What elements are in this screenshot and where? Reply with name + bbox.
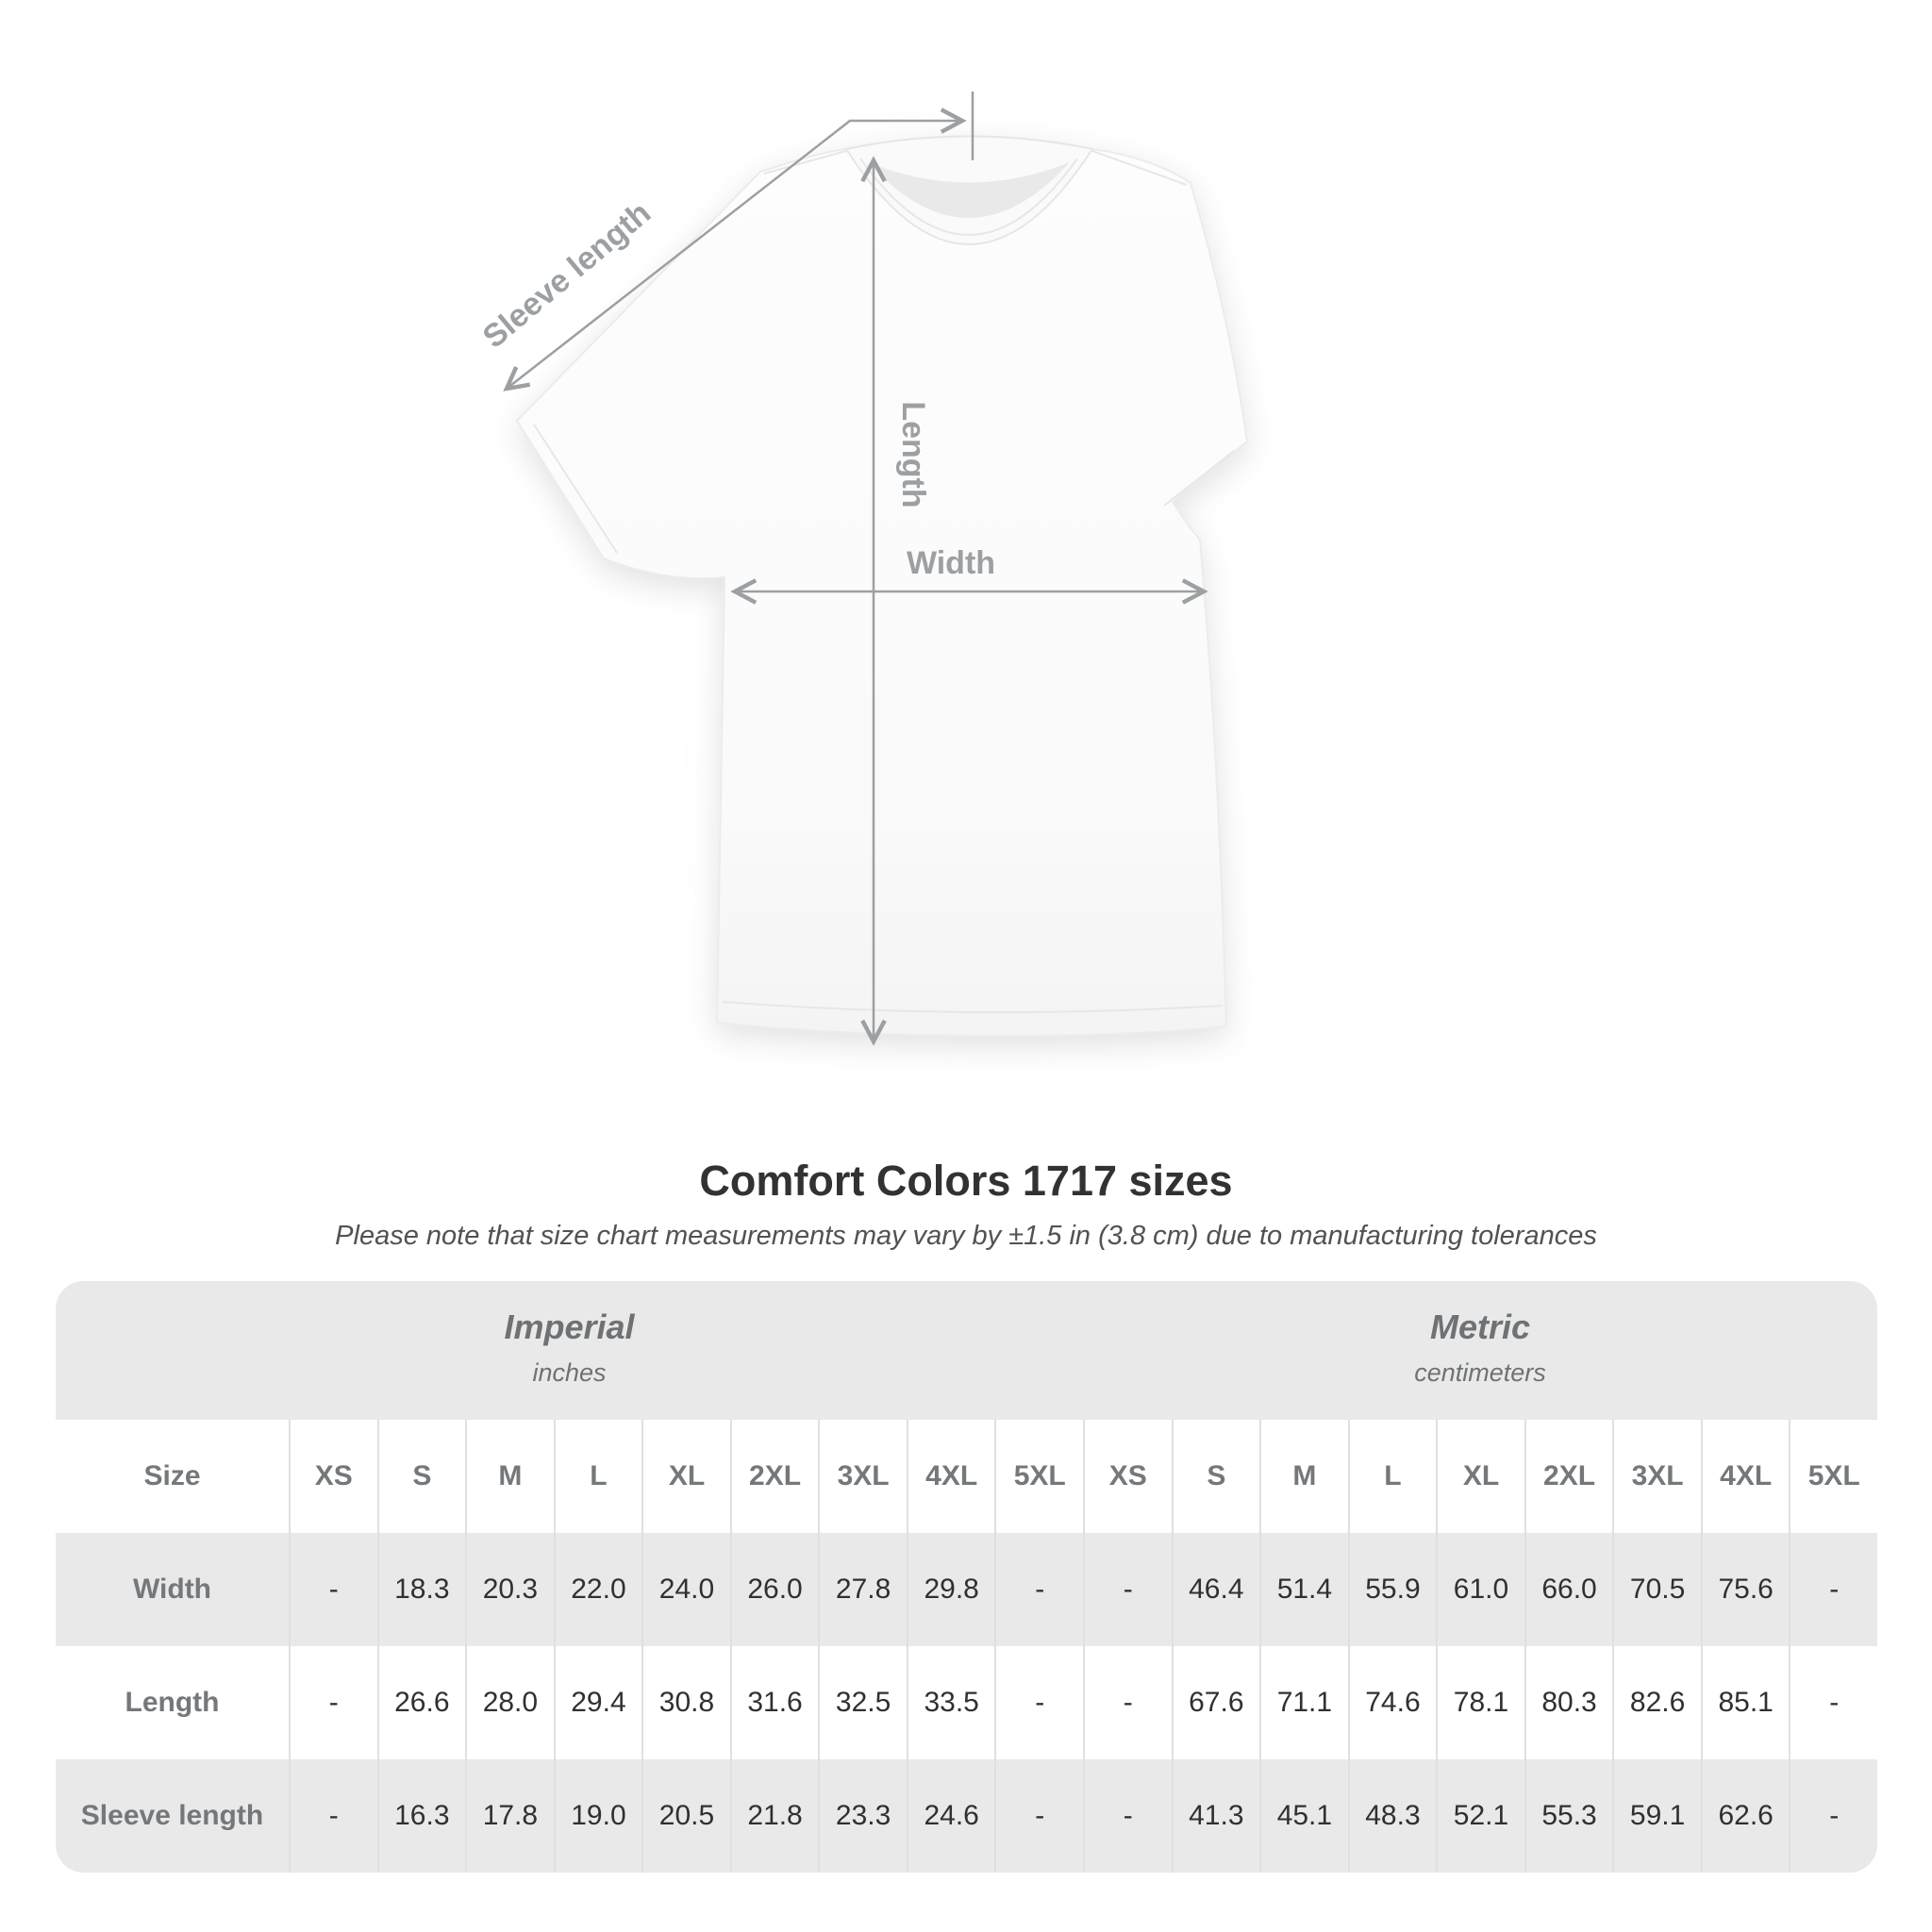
width-value: 70.5: [1612, 1533, 1701, 1646]
width-value: 26.0: [729, 1533, 819, 1646]
length-label: Length: [895, 401, 931, 508]
sleeve-length-value: -: [1789, 1759, 1877, 1873]
width-value: 66.0: [1524, 1533, 1613, 1646]
sleeve-length-value: -: [289, 1759, 377, 1873]
length-value: 82.6: [1612, 1646, 1701, 1759]
imperial-label: Imperial: [504, 1307, 635, 1346]
width-value: 18.3: [376, 1533, 466, 1646]
width-value: 20.3: [465, 1533, 554, 1646]
sleeve-length-value: 24.6: [906, 1759, 995, 1873]
sleeve-length-value: 55.3: [1524, 1759, 1613, 1873]
length-value: 28.0: [465, 1646, 554, 1759]
size-head-metric-m: M: [1259, 1420, 1348, 1533]
length-value: 33.5: [906, 1646, 995, 1759]
width-value: 61.0: [1436, 1533, 1524, 1646]
width-value: 51.4: [1259, 1533, 1348, 1646]
size-head-imperial-5xl: 5XL: [994, 1420, 1083, 1533]
sleeve-length-value: -: [1083, 1759, 1172, 1873]
sleeve-length-arrow: [507, 92, 974, 389]
length-value: -: [1083, 1646, 1172, 1759]
sleeve-length-value: 59.1: [1612, 1759, 1701, 1873]
size-head-imperial-xl: XL: [641, 1420, 730, 1533]
length-value: -: [1789, 1646, 1877, 1759]
size-head-metric-s: S: [1171, 1420, 1260, 1533]
size-head-imperial-xs: XS: [289, 1420, 377, 1533]
size-head-metric-4xl: 4XL: [1700, 1420, 1790, 1533]
size-table: Imperial inches Metric centimeters Size …: [56, 1281, 1877, 1873]
sleeve-length-value: 52.1: [1436, 1759, 1524, 1873]
sleeve-length-value: 20.5: [641, 1759, 730, 1873]
sleeve-length-value: 16.3: [376, 1759, 466, 1873]
size-head-imperial-2xl: 2XL: [729, 1420, 819, 1533]
imperial-sublabel: inches: [532, 1358, 607, 1387]
tshirt-measurement-diagram: Sleeve length Length Width: [476, 92, 1249, 1179]
length-value: 85.1: [1700, 1646, 1790, 1759]
sleeve-length-value: 45.1: [1259, 1759, 1348, 1873]
page-title: Comfort Colors 1717 sizes: [699, 1157, 1233, 1205]
length-value: 26.6: [376, 1646, 466, 1759]
size-head-imperial-4xl: 4XL: [906, 1420, 995, 1533]
size-column-header: Size: [56, 1420, 289, 1533]
length-value: 29.4: [553, 1646, 642, 1759]
unit-group-metric: Metric centimeters: [1083, 1281, 1877, 1420]
size-head-metric-3xl: 3XL: [1612, 1420, 1701, 1533]
metric-label: Metric: [1429, 1307, 1531, 1346]
size-head-metric-xl: XL: [1436, 1420, 1524, 1533]
width-value: -: [1789, 1533, 1877, 1646]
size-head-imperial-l: L: [553, 1420, 642, 1533]
width-value: 27.8: [818, 1533, 907, 1646]
length-value: 74.6: [1347, 1646, 1437, 1759]
size-head-metric-5xl: 5XL: [1789, 1420, 1877, 1533]
length-value: 32.5: [818, 1646, 907, 1759]
length-value: -: [994, 1646, 1083, 1759]
sleeve-length-value: 17.8: [465, 1759, 554, 1873]
width-value: 22.0: [553, 1533, 642, 1646]
width-value: 46.4: [1171, 1533, 1260, 1646]
sleeve-length-value: 23.3: [818, 1759, 907, 1873]
row-label-length: Length: [56, 1646, 289, 1759]
row-label-sleeve-length: Sleeve length: [56, 1759, 289, 1873]
sleeve-length-value: 48.3: [1347, 1759, 1437, 1873]
row-label-width: Width: [56, 1533, 289, 1646]
size-head-imperial-s: S: [376, 1420, 466, 1533]
size-head-metric-l: L: [1347, 1420, 1437, 1533]
width-value: 75.6: [1700, 1533, 1790, 1646]
sleeve-length-value: 62.6: [1700, 1759, 1790, 1873]
width-value: -: [994, 1533, 1083, 1646]
width-value: 29.8: [906, 1533, 995, 1646]
sleeve-length-value: -: [994, 1759, 1083, 1873]
length-value: 80.3: [1524, 1646, 1613, 1759]
size-head-metric-xs: XS: [1083, 1420, 1172, 1533]
size-head-imperial-3xl: 3XL: [818, 1420, 907, 1533]
width-value: 55.9: [1347, 1533, 1437, 1646]
size-head-metric-2xl: 2XL: [1524, 1420, 1613, 1533]
length-value: 30.8: [641, 1646, 730, 1759]
unit-group-imperial: Imperial inches: [56, 1281, 1083, 1420]
size-head-imperial-m: M: [465, 1420, 554, 1533]
tolerance-note: Please note that size chart measurements…: [335, 1221, 1597, 1251]
sleeve-length-value: 21.8: [729, 1759, 819, 1873]
metric-sublabel: centimeters: [1414, 1358, 1546, 1387]
width-label: Width: [907, 545, 995, 581]
length-value: 71.1: [1259, 1646, 1348, 1759]
length-value: 78.1: [1436, 1646, 1524, 1759]
width-value: 24.0: [641, 1533, 730, 1646]
tshirt-illustration: [515, 135, 1249, 1038]
width-value: -: [289, 1533, 377, 1646]
sleeve-length-value: 41.3: [1171, 1759, 1260, 1873]
length-value: 67.6: [1171, 1646, 1260, 1759]
length-value: 31.6: [729, 1646, 819, 1759]
sleeve-length-value: 19.0: [553, 1759, 642, 1873]
width-value: -: [1083, 1533, 1172, 1646]
length-value: -: [289, 1646, 377, 1759]
